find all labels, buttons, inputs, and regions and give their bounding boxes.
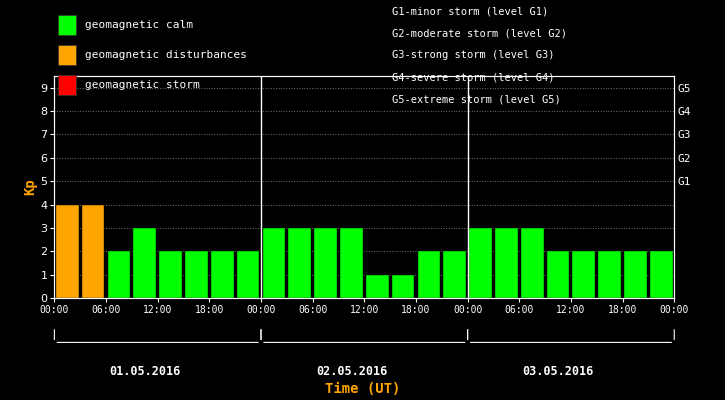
Bar [444,251,466,298]
Text: G5-extreme storm (level G5): G5-extreme storm (level G5) [392,94,560,104]
Bar [495,228,518,298]
Bar [237,251,260,298]
Text: 02.05.2016: 02.05.2016 [316,365,387,378]
Bar [133,228,156,298]
Bar [262,228,285,298]
Bar [573,251,595,298]
Bar [56,204,78,298]
Bar [598,251,621,298]
Text: 01.05.2016: 01.05.2016 [109,365,181,378]
Bar [547,251,569,298]
Text: G3-strong storm (level G3): G3-strong storm (level G3) [392,50,554,60]
Bar [366,275,389,298]
Text: 03.05.2016: 03.05.2016 [523,365,594,378]
Bar [418,251,440,298]
Bar [340,228,362,298]
Bar [211,251,233,298]
Bar [469,228,492,298]
Text: G4-severe storm (level G4): G4-severe storm (level G4) [392,72,554,82]
Bar [624,251,647,298]
Bar [289,228,311,298]
Text: Time (UT): Time (UT) [325,382,400,396]
Bar [521,228,544,298]
Text: G1-minor storm (level G1): G1-minor storm (level G1) [392,6,548,16]
Bar [650,251,673,298]
Bar [160,251,182,298]
Bar [392,275,415,298]
Text: geomagnetic calm: geomagnetic calm [85,20,193,30]
Text: geomagnetic storm: geomagnetic storm [85,80,199,90]
Text: geomagnetic disturbances: geomagnetic disturbances [85,50,246,60]
Text: G2-moderate storm (level G2): G2-moderate storm (level G2) [392,28,566,38]
Bar [314,228,337,298]
Bar [82,204,104,298]
Y-axis label: Kp: Kp [23,179,38,195]
Bar [107,251,130,298]
Bar [185,251,208,298]
